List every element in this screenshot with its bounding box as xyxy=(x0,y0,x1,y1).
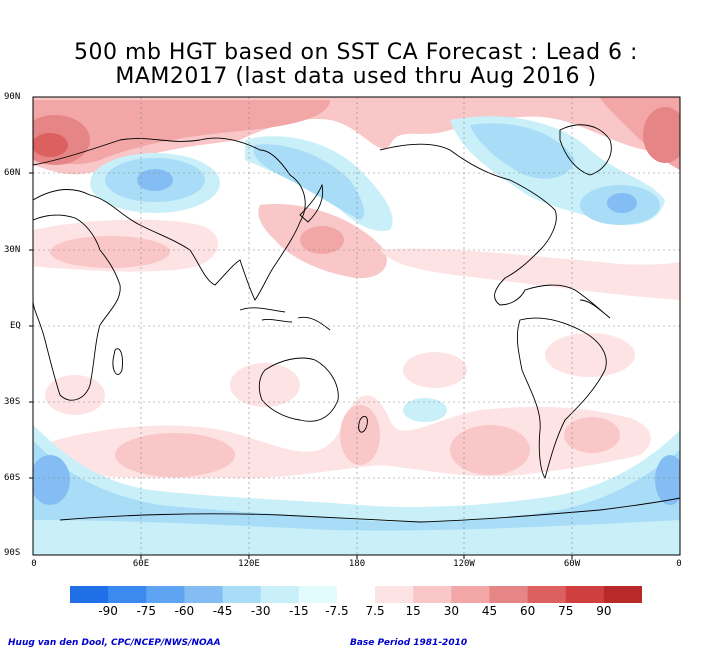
legend-swatch xyxy=(222,586,262,603)
legend-level-label: 15 xyxy=(405,604,421,618)
lon-label: 60W xyxy=(563,559,581,569)
legend-swatch xyxy=(603,586,642,603)
chart-title-line2: MAM2017 (last data used thru Aug 2016 ) xyxy=(115,64,597,89)
legend-swatch xyxy=(108,586,147,603)
credit-text: Huug van den Dool, CPC/NCEP/NWS/NOAA xyxy=(8,638,221,648)
legend-swatch xyxy=(184,586,224,603)
legend-swatch xyxy=(375,586,414,603)
lon-label: 120W xyxy=(453,559,475,569)
coastlines xyxy=(33,124,680,523)
chart-title-line1: 500 mb HGT based on SST CA Forecast : Le… xyxy=(74,40,638,65)
legend-level-label: -30 xyxy=(250,604,271,618)
legend-level-label: 60 xyxy=(519,604,536,618)
graticule xyxy=(33,97,680,555)
lat-label: 90N xyxy=(4,92,21,102)
lon-label: 0 xyxy=(31,559,37,569)
lat-label: EQ xyxy=(10,321,21,331)
lat-label: 30S xyxy=(4,397,21,407)
legend-level-label: -45 xyxy=(212,604,233,618)
legend-swatch xyxy=(565,586,605,603)
lon-label: 120E xyxy=(238,559,260,569)
legend-swatch xyxy=(489,586,529,603)
legend-swatch xyxy=(527,586,567,603)
axis-ticks xyxy=(29,172,573,559)
legend-level-label: -90 xyxy=(98,604,118,618)
legend-swatch xyxy=(70,586,109,603)
legend-level-label: 75 xyxy=(558,604,574,618)
base-period-text: Base Period 1981-2010 xyxy=(350,638,468,648)
lat-label: 60N xyxy=(4,168,21,178)
legend-level-label: 90 xyxy=(596,604,612,618)
legend-level-label: -75 xyxy=(136,604,157,618)
legend-swatch xyxy=(336,586,376,603)
lat-label: 30N xyxy=(4,245,21,255)
legend-level-label: 30 xyxy=(443,604,459,618)
lon-label: 0 xyxy=(676,559,682,569)
south-pacific-negative-small xyxy=(403,398,447,422)
legend-level-label: 45 xyxy=(481,604,498,618)
legend-swatch xyxy=(146,586,185,603)
color-legend xyxy=(70,586,642,603)
legend-swatch xyxy=(260,586,300,603)
lat-label: 90S xyxy=(4,548,21,558)
legend-swatch xyxy=(413,586,452,603)
lon-label: 180 xyxy=(348,559,366,569)
legend-level-label: -7.5 xyxy=(325,604,349,618)
lat-label: 60S xyxy=(4,473,21,483)
legend-level-label: -60 xyxy=(174,604,195,618)
lon-label: 60E xyxy=(132,559,150,569)
legend-swatch xyxy=(298,586,338,603)
legend-level-label: -15 xyxy=(288,604,309,618)
legend-swatch xyxy=(451,586,490,603)
arctic-positive-core xyxy=(33,100,330,165)
legend-level-label: 7.5 xyxy=(365,604,385,618)
